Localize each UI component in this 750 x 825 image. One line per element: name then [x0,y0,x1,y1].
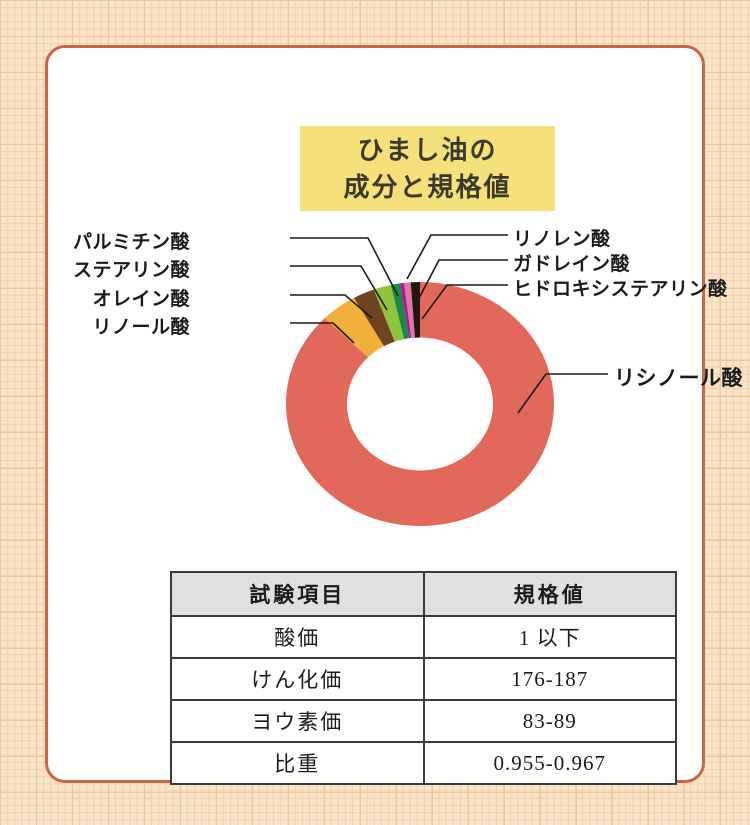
label-stearic-acid: ステアリン酸 [72,260,190,281]
table-header-spec-value: 規格値 [422,571,677,617]
table-cell-value: 83-89 [422,699,677,743]
label-linolenic-acid: リノレン酸 [513,229,611,250]
table-cell-item: けん化価 [170,657,425,701]
leader-lines [290,234,608,414]
label-gadoleic-acid: ガドレイン酸 [513,254,631,275]
donut-segment-0 [285,282,554,526]
leader-line-linoleic [290,322,355,344]
label-oleic-acid: オレイン酸 [92,289,190,310]
table-header-test-item: 試験項目 [170,571,425,617]
label-hydroxystearic-acid: ヒドロキシステアリン酸 [513,279,728,300]
leader-line-stearic [290,265,388,311]
content-card: ひまし油の 成分と規格値 パルミチン酸 ステアリン酸 オレイン酸 リノール酸 リ… [45,45,743,785]
donut-segment-4 [390,283,410,340]
label-palmitic-acid: パルミチン酸 [72,232,190,253]
leader-line-gadoleic [415,259,508,305]
leader-line-ricinoleic [517,373,608,414]
table-cell-value: 1 以下 [422,615,677,659]
leader-line-palmitic [290,237,399,297]
table-row: 酸価 1 以下 [170,615,677,659]
donut-segment-2 [353,289,395,347]
leader-line-hydroxystearic [421,284,508,320]
table-row: 比重 0.955-0.967 [170,741,677,785]
leader-line-linolenic [406,234,508,280]
table-cell-item: ヨウ素価 [170,699,425,743]
donut-segments [285,282,554,526]
table-cell-value: 0.955-0.967 [422,741,677,785]
spec-table: 試験項目 規格値 酸価 1 以下 けん化価 176-187 ヨウ素価 83-89 [170,571,677,785]
table-row: けん化価 176-187 [170,657,677,701]
donut-segment-7 [410,282,420,338]
donut-segment-6 [404,282,415,339]
table-cell-item: 酸価 [170,615,425,659]
table-header-row: 試験項目 規格値 [170,571,677,617]
label-ricinoleic-acid: リシノール酸 [614,367,743,390]
chart-title-box: ひまし油の 成分と規格値 [300,126,555,211]
donut-chart [285,234,608,526]
chart-title-line1: ひまし油の [357,135,498,165]
chart-title-line2: 成分と規格値 [343,172,512,202]
table-cell-value: 176-187 [422,657,677,701]
leader-line-oleic [290,294,373,319]
donut-segment-1 [324,297,385,358]
donut-segment-5 [399,282,412,339]
table-cell-item: 比重 [170,741,425,785]
label-linoleic-acid: リノール酸 [92,317,190,338]
table-row: ヨウ素価 83-89 [170,699,677,743]
